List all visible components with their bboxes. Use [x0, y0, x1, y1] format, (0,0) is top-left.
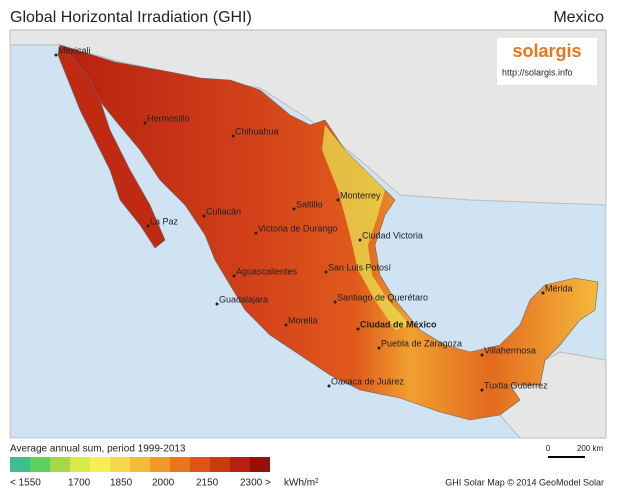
legend-label: 1700	[68, 478, 91, 489]
legend-caption: Average annual sum, period 1999-2013	[10, 444, 186, 455]
city-dot	[327, 384, 331, 388]
scale-start: 0	[546, 444, 551, 453]
title: Global Horizontal Irradiation (GHI)	[10, 9, 252, 26]
city-label: Ciudad Victoria	[362, 230, 423, 240]
legend-label: < 1550	[10, 478, 41, 489]
legend-swatch	[90, 457, 110, 472]
legend-swatch	[130, 457, 150, 472]
legend-label: 2000	[152, 478, 175, 489]
credit: GHI Solar Map © 2014 GeoModel Solar	[445, 477, 604, 487]
legend-swatch	[110, 457, 130, 472]
city-dot	[336, 198, 340, 202]
legend-swatch	[250, 457, 270, 472]
city-dot	[202, 214, 206, 218]
legend-unit: kWh/m²	[284, 478, 319, 489]
city-dot	[292, 207, 296, 211]
legend-swatch	[150, 457, 170, 472]
city-dot	[377, 346, 381, 350]
city-label: Ciudad de México	[360, 319, 437, 329]
city-label: Guadalajara	[219, 294, 268, 304]
city-dot	[480, 388, 484, 392]
city-label: Hermosillo	[147, 113, 190, 123]
city-dot	[480, 353, 484, 357]
city-label: Tuxtla Gutiérrez	[484, 380, 548, 390]
gulf-band	[322, 125, 410, 330]
city-dot	[215, 302, 219, 306]
logo-box	[497, 38, 597, 85]
baja-california	[57, 44, 166, 249]
legend-swatch	[10, 457, 30, 472]
city-dot	[333, 300, 337, 304]
legend-swatch	[50, 457, 70, 472]
city-dot	[54, 53, 58, 57]
city-dot	[254, 231, 258, 235]
city-dot	[146, 224, 150, 228]
city-dot	[284, 323, 288, 327]
city-label: La Paz	[150, 216, 179, 226]
legend-swatch	[210, 457, 230, 472]
legend-swatch	[30, 457, 50, 472]
city-dot	[231, 134, 235, 138]
city-label: Mérida	[545, 283, 573, 293]
mexico-mainland	[59, 44, 599, 421]
city-dot	[324, 270, 328, 274]
city-label: Santiago de Querétaro	[337, 292, 428, 302]
city-label: Morelia	[288, 315, 318, 325]
city-label: Saltillo	[296, 199, 323, 209]
city-label: Monterrey	[340, 190, 381, 200]
city-dot	[143, 121, 147, 125]
legend-swatch	[70, 457, 90, 472]
city-dot	[232, 274, 236, 278]
city-dot	[358, 238, 362, 242]
cities: Mexicali Hermosillo Chihuahua Monterrey Salt…	[54, 45, 573, 392]
legend: < 1550 1700 1850 2000 2150 2300 > kWh/m²	[10, 457, 319, 489]
city-label: Oaxaca de Juárez	[331, 376, 405, 386]
country: Mexico	[553, 9, 604, 26]
city-label: San Luis Potosí	[328, 262, 392, 272]
city-label: Aguascalientes	[236, 266, 298, 276]
city-dot	[541, 291, 545, 295]
city-label: Mexicali	[58, 45, 91, 55]
legend-label: 1850	[110, 478, 133, 489]
scale-end: 200 km	[577, 444, 604, 453]
logo-url: http://solargis.info	[502, 67, 573, 77]
legend-swatch	[190, 457, 210, 472]
city-label: Chihuahua	[235, 126, 279, 136]
legend-label: 2300 >	[240, 478, 271, 489]
legend-label: 2150	[196, 478, 219, 489]
city-label: Puebla de Zaragoza	[381, 338, 462, 348]
city-label: Victoria de Durango	[258, 223, 337, 233]
city-dot	[356, 327, 360, 331]
logo-brand: solargis	[512, 41, 581, 61]
legend-swatch	[170, 457, 190, 472]
legend-swatch	[230, 457, 250, 472]
city-label: Culiacán	[206, 206, 241, 216]
city-label: Villahermosa	[484, 345, 536, 355]
